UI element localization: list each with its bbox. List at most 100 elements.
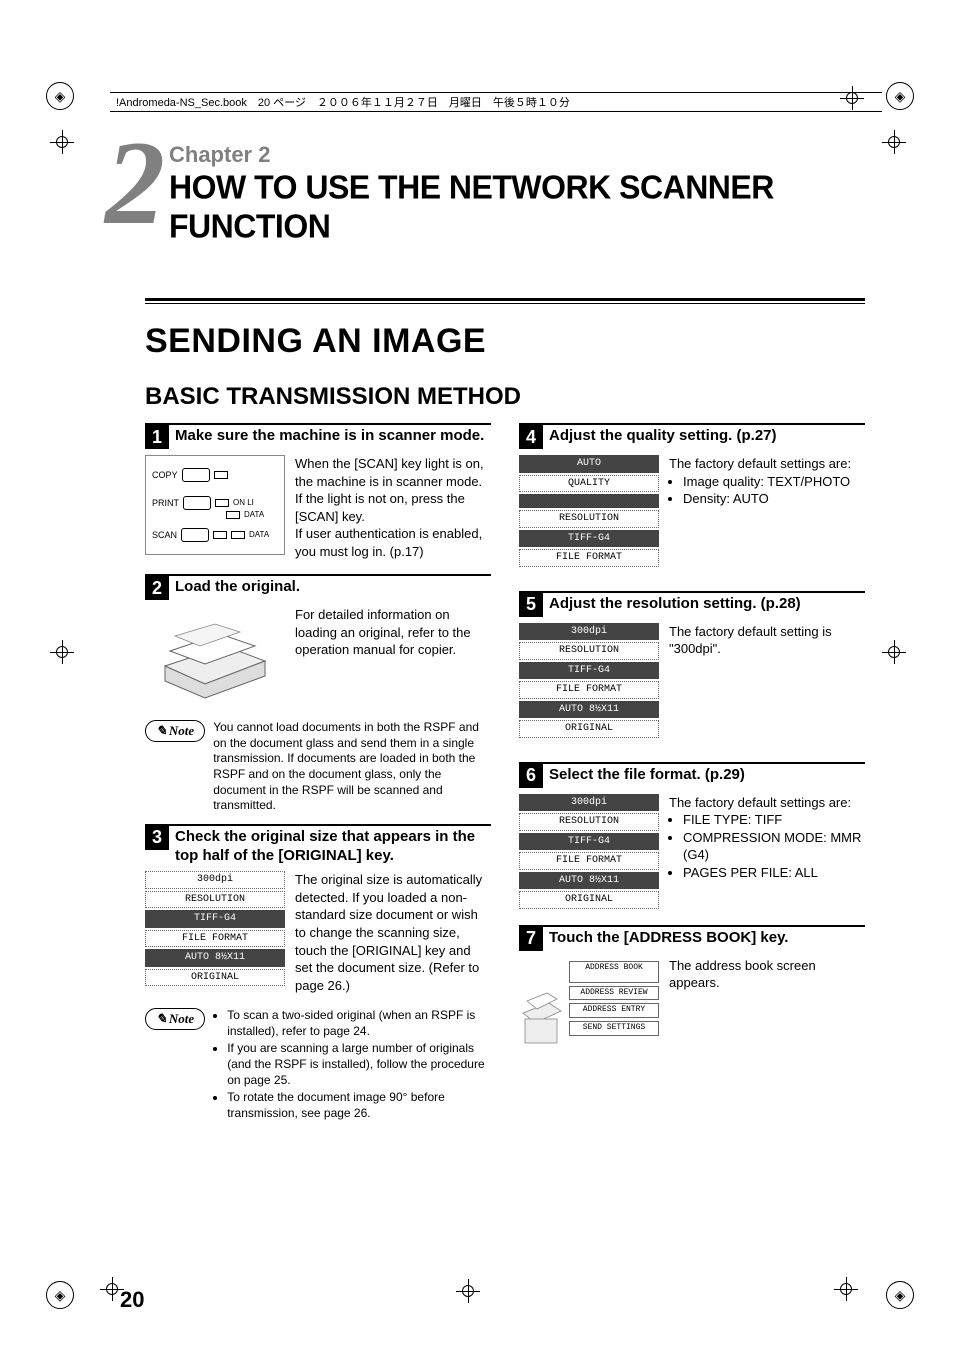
control-panel-figure: COPY PRINT ON LI DATA (145, 455, 285, 555)
data-label: DATA (249, 530, 269, 541)
step-3: 3 Check the original size that appears i… (145, 824, 491, 994)
bullet: Density: AUTO (683, 490, 865, 508)
step-2: 2 Load the original. For detailed in (145, 574, 491, 706)
scan-label: SCAN (152, 529, 177, 541)
step-7: 7 Touch the [ADDRESS BOOK] key. ADDRESS … (519, 925, 865, 1057)
step-1: 1 Make sure the machine is in scanner mo… (145, 423, 491, 560)
addr-button: ADDRESS BOOK (569, 961, 659, 983)
addr-button: ADDRESS ENTRY (569, 1003, 659, 1018)
lcd-figure: 300dpi RESOLUTION TIFF-G4 FILE FORMAT AU… (519, 623, 659, 740)
lcd-line: AUTO 8½X11 (145, 949, 285, 967)
lcd-line: 300dpi (145, 871, 285, 889)
lcd-line: FILE FORMAT (519, 681, 659, 699)
note-text: To scan a two-sided original (when an RS… (213, 1008, 491, 1123)
led-icon (226, 511, 240, 519)
addr-button: SEND SETTINGS (569, 1021, 659, 1036)
step-intro: The factory default settings are: (669, 455, 865, 473)
step-num: 7 (519, 927, 543, 951)
lcd-line: ORIGINAL (519, 720, 659, 738)
page-number: 20 (120, 1287, 144, 1313)
lcd-line: FILE FORMAT (519, 549, 659, 567)
lcd-line: 300dpi (519, 794, 659, 812)
lcd-line: ORIGINAL (519, 891, 659, 909)
step-text: For detailed information on loading an o… (295, 606, 491, 706)
lcd-line: TIFF-G4 (519, 833, 659, 851)
chapter-heading: 2 Chapter 2 HOW TO USE THE NETWORK SCANN… (105, 132, 865, 244)
led-icon (214, 471, 228, 479)
divider (145, 298, 865, 304)
lcd-line: AUTO 8½X11 (519, 701, 659, 719)
lcd-line: AUTO (519, 455, 659, 473)
lcd-line: 300dpi (519, 623, 659, 641)
step-num: 5 (519, 593, 543, 617)
lcd-line: RESOLUTION (519, 813, 659, 831)
lcd-figure: 300dpi RESOLUTION TIFF-G4 FILE FORMAT AU… (519, 794, 659, 911)
step-4: 4 Adjust the quality setting. (p.27) AUT… (519, 423, 865, 569)
step-num: 1 (145, 425, 169, 449)
lcd-line: TIFF-G4 (519, 662, 659, 680)
step-text: The original size is automatically detec… (295, 871, 491, 994)
data-label: DATA (244, 510, 264, 521)
scan-button-icon (181, 528, 209, 542)
lcd-line: ORIGINAL (145, 969, 285, 987)
doc-header: !Andromeda-NS_Sec.book 20 ページ ２００６年１１月２７… (110, 92, 882, 112)
note-item: To rotate the document image 90° before … (227, 1090, 491, 1121)
note-item: To scan a two-sided original (when an RS… (227, 1008, 491, 1039)
step-title: Adjust the quality setting. (p.27) (543, 425, 777, 446)
led-icon (231, 531, 245, 539)
lcd-figure: 300dpi RESOLUTION TIFF-G4 FILE FORMAT AU… (145, 871, 285, 994)
doc-header-text: !Andromeda-NS_Sec.book 20 ページ ２００６年１１月２７… (116, 94, 570, 110)
bullet: COMPRESSION MODE: MMR (G4) (683, 829, 865, 864)
step-intro: The factory default setting is "300dpi". (669, 623, 865, 740)
step-num: 4 (519, 425, 543, 449)
led-icon (215, 499, 229, 507)
lcd-figure: AUTO QUALITY RESOLUTION TIFF-G4 FILE FOR… (519, 455, 659, 569)
step-num: 6 (519, 764, 543, 788)
note-item: If you are scanning a large number of or… (227, 1041, 491, 1088)
copy-button-icon (182, 468, 210, 482)
step-intro: The address book screen appears. (669, 957, 865, 1057)
step-5: 5 Adjust the resolution setting. (p.28) … (519, 591, 865, 740)
addr-label: ADDRESS BOOK (585, 963, 643, 972)
lcd-line: RESOLUTION (519, 510, 659, 528)
section-title: BASIC TRANSMISSION METHOD (145, 383, 865, 411)
step-num: 3 (145, 826, 169, 850)
online-label: ON LI (233, 498, 254, 509)
note-badge: ✎Note (145, 1008, 205, 1030)
step-title: Make sure the machine is in scanner mode… (169, 425, 484, 446)
scanner-figure (145, 606, 285, 706)
print-button-icon (183, 496, 211, 510)
step-title: Adjust the resolution setting. (p.28) (543, 593, 801, 614)
note-text: You cannot load documents in both the RS… (213, 720, 491, 814)
led-icon (213, 531, 227, 539)
bullet: Image quality: TEXT/PHOTO (683, 473, 865, 491)
lcd-line: RESOLUTION (145, 891, 285, 909)
note-badge: ✎Note (145, 720, 205, 742)
note-label: Note (169, 723, 194, 739)
page-content: 2 Chapter 2 HOW TO USE THE NETWORK SCANN… (105, 132, 865, 1133)
step-title: Select the file format. (p.29) (543, 764, 745, 785)
step-title: Touch the [ADDRESS BOOK] key. (543, 927, 788, 948)
left-column: 1 Make sure the machine is in scanner mo… (145, 423, 491, 1133)
lcd-line: FILE FORMAT (145, 930, 285, 948)
lcd-line: TIFF-G4 (145, 910, 285, 928)
step-title: Load the original. (169, 576, 300, 597)
step-text: When the [SCAN] key light is on, the mac… (295, 455, 491, 560)
chapter-title: HOW TO USE THE NETWORK SCANNER FUNCTION (169, 168, 865, 246)
chapter-number: 2 (105, 132, 165, 234)
chapter-label: Chapter 2 (169, 142, 865, 168)
step-6: 6 Select the file format. (p.29) 300dpi … (519, 762, 865, 911)
lcd-line: QUALITY (519, 475, 659, 493)
address-book-figure: ADDRESS BOOK ADDRESS REVIEW ADDRESS ENTR… (519, 957, 659, 1057)
bullet: PAGES PER FILE: ALL (683, 864, 865, 882)
step-intro: The factory default settings are: (669, 794, 865, 812)
lcd-line (519, 494, 659, 508)
lcd-line: TIFF-G4 (519, 530, 659, 548)
bullet: FILE TYPE: TIFF (683, 811, 865, 829)
note-2: ✎Note To scan a two-sided original (when… (145, 1008, 491, 1123)
device-icon (519, 963, 565, 1053)
page-title: SENDING AN IMAGE (145, 322, 865, 361)
copy-label: COPY (152, 469, 178, 481)
addr-button: ADDRESS REVIEW (569, 986, 659, 1001)
step-title: Check the original size that appears in … (169, 826, 491, 866)
